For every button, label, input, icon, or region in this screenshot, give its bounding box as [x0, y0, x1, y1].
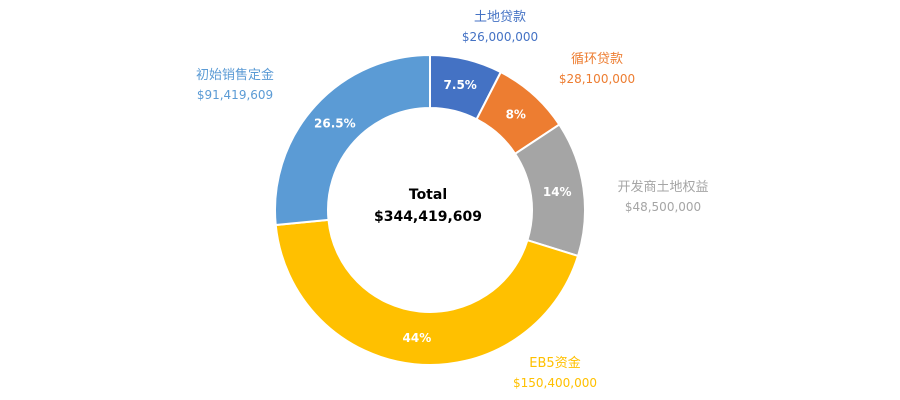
slice-percent-label-4: 26.5%: [314, 117, 356, 131]
slice-category-label-3: EB5资金: [529, 355, 580, 371]
slice-percent-label-0: 7.5%: [444, 78, 477, 92]
slice-amount-label-0: $26,000,000: [462, 30, 538, 44]
slice-amount-label-3: $150,400,000: [513, 376, 597, 390]
slice-percent-label-1: 8%: [506, 107, 526, 121]
slice-amount-label-1: $28,100,000: [559, 72, 635, 86]
slices-group: [274, 53, 586, 366]
center-title: Total: [409, 187, 447, 203]
slice-amount-label-4: $91,419,609: [197, 88, 273, 102]
donut-slice-4: [274, 53, 431, 227]
slice-category-label-2: 开发商土地权益: [617, 179, 708, 195]
slice-percent-label-2: 14%: [543, 185, 572, 199]
center-total: $344,419,609: [374, 209, 482, 225]
percent-labels-group: 7.5% 8% 14% 44% 26.5%: [314, 78, 572, 345]
slice-category-label-0: 土地贷款: [474, 10, 526, 25]
external-labels-group: 土地贷款 $26,000,000 循环贷款 $28,100,000 开发商土地权益 $48…: [196, 10, 709, 390]
slice-category-label-4: 初始销售定金: [196, 67, 274, 83]
slice-amount-label-2: $48,500,000: [625, 200, 701, 214]
donut-slice-3: [274, 218, 580, 366]
slice-percent-label-3: 44%: [403, 331, 432, 345]
slice-category-label-1: 循环贷款: [571, 52, 623, 67]
